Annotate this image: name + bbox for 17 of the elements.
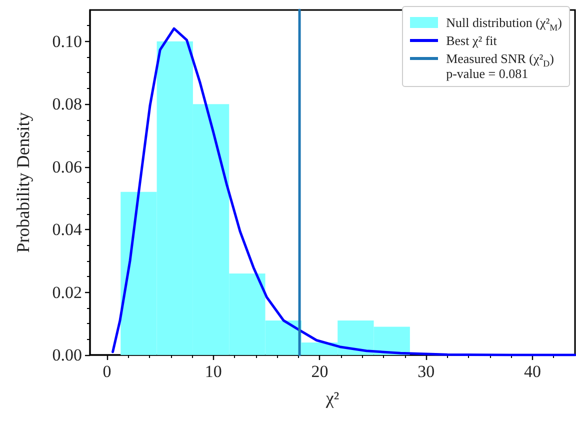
x-tick-label: 20 (311, 362, 328, 381)
y-tick-label: 0.10 (52, 32, 82, 51)
y-tick-label: 0.06 (52, 157, 82, 176)
y-tick-label: 0.00 (52, 346, 82, 364)
legend-label: Measured SNR (χ²$_{D}$) (446, 51, 554, 69)
x-axis-title: χ² (324, 388, 340, 408)
legend-label: Best χ² fit (446, 33, 497, 48)
y-tick-label: 0.08 (52, 94, 82, 114)
x-tick-label: 10 (204, 362, 222, 381)
x-tick-label: 40 (524, 362, 541, 381)
y-tick-label: 0.04 (52, 220, 82, 240)
y-axis-title: Probability Density (13, 112, 33, 253)
x-tick-label: 0 (102, 362, 112, 381)
annotation: p-value = 0.081 (446, 66, 528, 81)
legend-label: Null distribution (χ²$_{M}$) (446, 15, 562, 33)
y-tick-label: 0.02 (52, 282, 82, 302)
x-tick-label: 30 (418, 362, 435, 381)
